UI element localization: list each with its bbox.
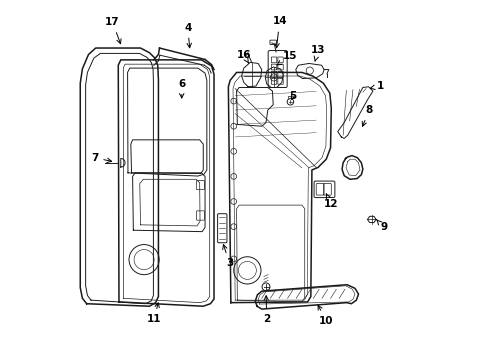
Text: 1: 1	[369, 81, 383, 91]
Text: 4: 4	[184, 23, 191, 48]
Text: 5: 5	[289, 91, 296, 101]
Text: 7: 7	[91, 153, 111, 163]
Text: 11: 11	[146, 303, 161, 324]
Text: 2: 2	[263, 296, 270, 324]
Text: 17: 17	[105, 17, 121, 44]
Text: 9: 9	[376, 220, 386, 232]
Text: 15: 15	[277, 51, 297, 65]
Text: 13: 13	[310, 45, 325, 61]
Text: 6: 6	[178, 79, 185, 98]
Text: 14: 14	[272, 17, 286, 48]
Text: 16: 16	[236, 50, 250, 63]
Text: 8: 8	[362, 105, 372, 126]
Text: 10: 10	[317, 305, 333, 325]
Text: 12: 12	[324, 194, 338, 210]
Text: 3: 3	[222, 245, 233, 268]
